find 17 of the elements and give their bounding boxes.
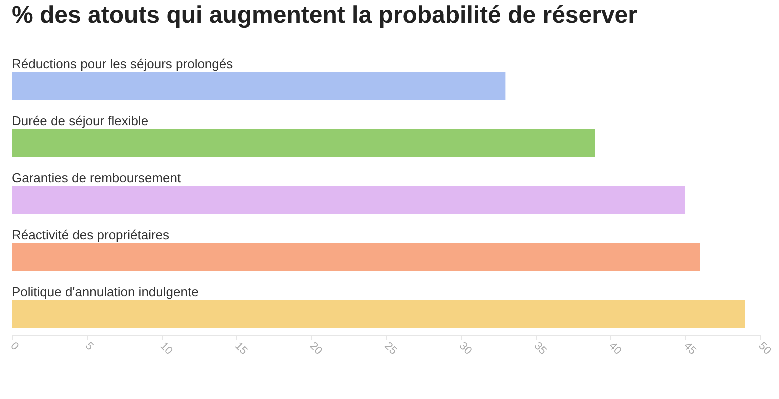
y-tick-label: Réductions pour les séjours prolongés [12,56,234,72]
x-tick-label: 5 [83,340,96,354]
x-tick-label: 30 [457,340,474,358]
chart-title: % des atouts qui augmentent la probabilité de réserver [12,2,638,29]
x-tick-label: 45 [681,340,699,358]
x-tick-label: 40 [606,340,624,358]
x-tick-label: 25 [382,340,400,358]
y-tick-label: Politique d'annulation indulgente [12,284,199,300]
x-tick-label: 35 [532,340,550,358]
x-tick-label: 50 [756,340,774,358]
x-tick-label: 20 [307,340,325,358]
x-tick-label: 0 [8,340,22,354]
y-tick-label: Durée de séjour flexible [12,114,149,128]
x-tick-label: 10 [158,340,176,358]
x-tick-label: 15 [232,340,250,358]
y-tick-label: Réactivité des propriétaires [12,228,170,242]
y-tick-label: Garanties de remboursement [12,170,182,186]
